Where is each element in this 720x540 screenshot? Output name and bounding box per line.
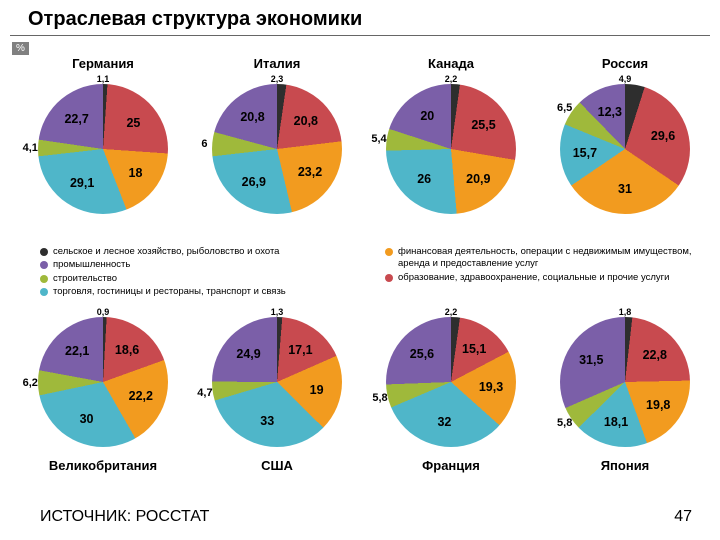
slice-label-agri: 2,2 bbox=[445, 74, 458, 84]
legend-item-edu: образование, здравоохранение, социальные… bbox=[385, 272, 700, 284]
legend-item-indus: промышленность bbox=[40, 259, 355, 271]
slice-label-agri: 1,3 bbox=[271, 307, 284, 317]
legend-item-finance: финансовая деятельность, операции с недв… bbox=[385, 246, 700, 271]
pie bbox=[212, 317, 342, 447]
pie bbox=[386, 317, 516, 447]
pie-chart: Франция 2,215,119,3325,825,6 bbox=[366, 303, 536, 473]
pie bbox=[560, 317, 690, 447]
top-chart-row: Германия 1,1251829,14,122,7 Италия 2,320,82… bbox=[0, 56, 720, 241]
legend-dot bbox=[40, 275, 48, 283]
legend-label: финансовая деятельность, операции с недв… bbox=[398, 246, 700, 271]
pie-wrap: 2,215,119,3325,825,6 bbox=[386, 317, 516, 447]
country-label: Франция bbox=[366, 458, 536, 473]
pie-wrap: 1,317,119334,724,9 bbox=[212, 317, 342, 447]
slice-label-constr: 6,2 bbox=[23, 377, 38, 389]
slice-label-constr: 5,8 bbox=[557, 417, 572, 429]
pie-wrap: 4,929,63115,76,512,3 bbox=[560, 84, 690, 214]
slice-label-constr: 4,7 bbox=[197, 387, 212, 399]
pie-chart: Германия 1,1251829,14,122,7 bbox=[18, 56, 188, 226]
pie bbox=[38, 317, 168, 447]
country-label: Россия bbox=[540, 56, 710, 71]
legend-dot bbox=[385, 274, 393, 282]
slice-label-constr: 4,1 bbox=[23, 142, 38, 154]
legend-dot bbox=[40, 261, 48, 269]
legend: сельское и лесное хозяйство, рыболовство… bbox=[0, 241, 720, 303]
legend-item-agri: сельское и лесное хозяйство, рыболовство… bbox=[40, 246, 355, 258]
pie bbox=[560, 84, 690, 214]
pie-chart: США 1,317,119334,724,9 bbox=[192, 303, 362, 473]
pie-wrap: 1,822,819,818,15,831,5 bbox=[560, 317, 690, 447]
pie bbox=[38, 84, 168, 214]
legend-dot bbox=[385, 248, 393, 256]
country-label: Италия bbox=[192, 56, 362, 71]
country-label: Германия bbox=[18, 56, 188, 71]
slice-label-agri: 1,1 bbox=[97, 74, 110, 84]
percent-badge: % bbox=[12, 42, 29, 55]
bottom-chart-row: Великобритания 0,918,622,2306,222,1 США 1,3… bbox=[0, 303, 720, 488]
slice-label-constr: 5,4 bbox=[371, 133, 386, 145]
legend-item-trade: торговля, гостиницы и рестораны, транспо… bbox=[40, 286, 355, 298]
page-title: Отраслевая структура экономики bbox=[0, 0, 720, 35]
slice-label-agri: 2,3 bbox=[271, 74, 284, 84]
country-label: Великобритания bbox=[18, 458, 188, 473]
country-label: Канада bbox=[366, 56, 536, 71]
legend-label: образование, здравоохранение, социальные… bbox=[398, 272, 669, 284]
pie-chart: Великобритания 0,918,622,2306,222,1 bbox=[18, 303, 188, 473]
pie bbox=[212, 84, 342, 214]
legend-dot bbox=[40, 288, 48, 296]
legend-label: строительство bbox=[53, 273, 117, 285]
legend-label: торговля, гостиницы и рестораны, транспо… bbox=[53, 286, 286, 298]
slice-label-agri: 4,9 bbox=[619, 74, 632, 84]
pie bbox=[386, 84, 516, 214]
country-label: США bbox=[192, 458, 362, 473]
pie-chart: Япония 1,822,819,818,15,831,5 bbox=[540, 303, 710, 473]
slice-label-agri: 1,8 bbox=[619, 307, 632, 317]
pie-chart: Италия 2,320,823,226,9620,8 bbox=[192, 56, 362, 226]
legend-label: сельское и лесное хозяйство, рыболовство… bbox=[53, 246, 279, 258]
slice-label-agri: 2,2 bbox=[445, 307, 458, 317]
slice-label-constr: 6 bbox=[201, 138, 207, 150]
legend-dot bbox=[40, 248, 48, 256]
pie-wrap: 1,1251829,14,122,7 bbox=[38, 84, 168, 214]
title-rule bbox=[10, 35, 710, 36]
slice-label-constr: 5,8 bbox=[372, 392, 387, 404]
page-number: 47 bbox=[674, 508, 692, 526]
pie-chart: Канада 2,225,520,9265,420 bbox=[366, 56, 536, 226]
legend-item-constr: строительство bbox=[40, 273, 355, 285]
pie-wrap: 2,320,823,226,9620,8 bbox=[212, 84, 342, 214]
pie-wrap: 2,225,520,9265,420 bbox=[386, 84, 516, 214]
pie-chart: Россия 4,929,63115,76,512,3 bbox=[540, 56, 710, 226]
legend-label: промышленность bbox=[53, 259, 130, 271]
source-label: ИСТОЧНИК: РОССТАТ bbox=[40, 508, 209, 526]
pie-wrap: 0,918,622,2306,222,1 bbox=[38, 317, 168, 447]
slice-label-agri: 0,9 bbox=[97, 307, 110, 317]
country-label: Япония bbox=[540, 458, 710, 473]
